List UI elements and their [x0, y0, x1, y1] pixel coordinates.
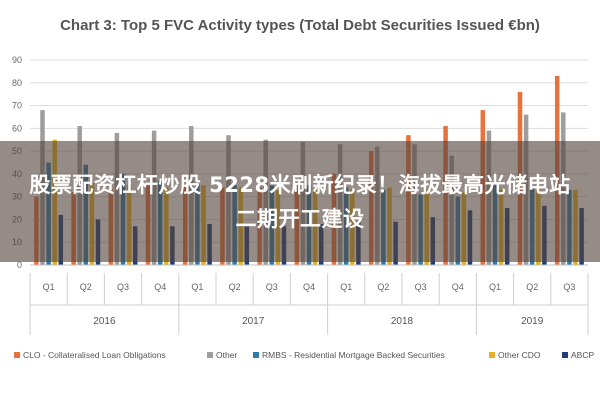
y-tick-label: 60	[12, 123, 22, 133]
y-tick-label: 80	[12, 78, 22, 88]
x-tick-label: Q4	[452, 282, 464, 292]
x-tick-label: Q4	[303, 282, 315, 292]
x-tick-label: Q3	[117, 282, 129, 292]
x-tick-label: Q2	[229, 282, 241, 292]
x-tick-label: Q1	[43, 282, 55, 292]
legend-label: RMBS - Residential Mortgage Backed Secur…	[262, 350, 445, 360]
promo-banner: 股票配资杠杆炒股 5228米刷新纪录！海拔最高光储电站二期开工建设	[0, 141, 600, 262]
x-tick-label: Q1	[191, 282, 203, 292]
x-axis: Q1 Q2 Q3 Q4 Q1 Q2 Q3 Q4 Q1 Q2 Q3 Q4 Q1 Q2 Q3 2016 2017 20…	[29, 264, 589, 335]
x-tick-label: Q1	[489, 282, 501, 292]
year-label: 2017	[242, 316, 265, 327]
x-tick-label: Q3	[563, 282, 575, 292]
x-tick-label: Q3	[415, 282, 427, 292]
year-label: 2018	[391, 316, 414, 327]
legend-label: Other CDO	[498, 350, 541, 360]
y-tick-label: 70	[12, 101, 22, 111]
year-label: 2016	[93, 316, 116, 327]
legend-swatch	[14, 352, 20, 358]
x-tick-label: Q3	[266, 282, 278, 292]
legend-swatch	[207, 352, 213, 358]
y-tick-label: 90	[12, 55, 22, 65]
legend: CLO - Collateralised Loan Obligations Oth…	[14, 350, 594, 360]
legend-swatch	[489, 352, 495, 358]
year-label: 2019	[521, 316, 544, 327]
y-tick-label: 0	[17, 260, 22, 270]
x-tick-label: Q1	[340, 282, 352, 292]
legend-label: ABCP	[571, 350, 594, 360]
legend-swatch	[562, 352, 568, 358]
promo-banner-text: 股票配资杠杆炒股 5228米刷新纪录！海拔最高光储电站二期开工建设	[29, 172, 571, 231]
x-tick-label: Q2	[377, 282, 389, 292]
legend-label: Other	[216, 350, 237, 360]
x-tick-label: Q2	[80, 282, 92, 292]
chart-title: Chart 3: Top 5 FVC Activity types (Total…	[60, 17, 540, 34]
x-tick-label: Q4	[154, 282, 166, 292]
x-tick-label: Q2	[526, 282, 538, 292]
legend-swatch	[253, 352, 259, 358]
legend-label: CLO - Collateralised Loan Obligations	[23, 350, 166, 360]
